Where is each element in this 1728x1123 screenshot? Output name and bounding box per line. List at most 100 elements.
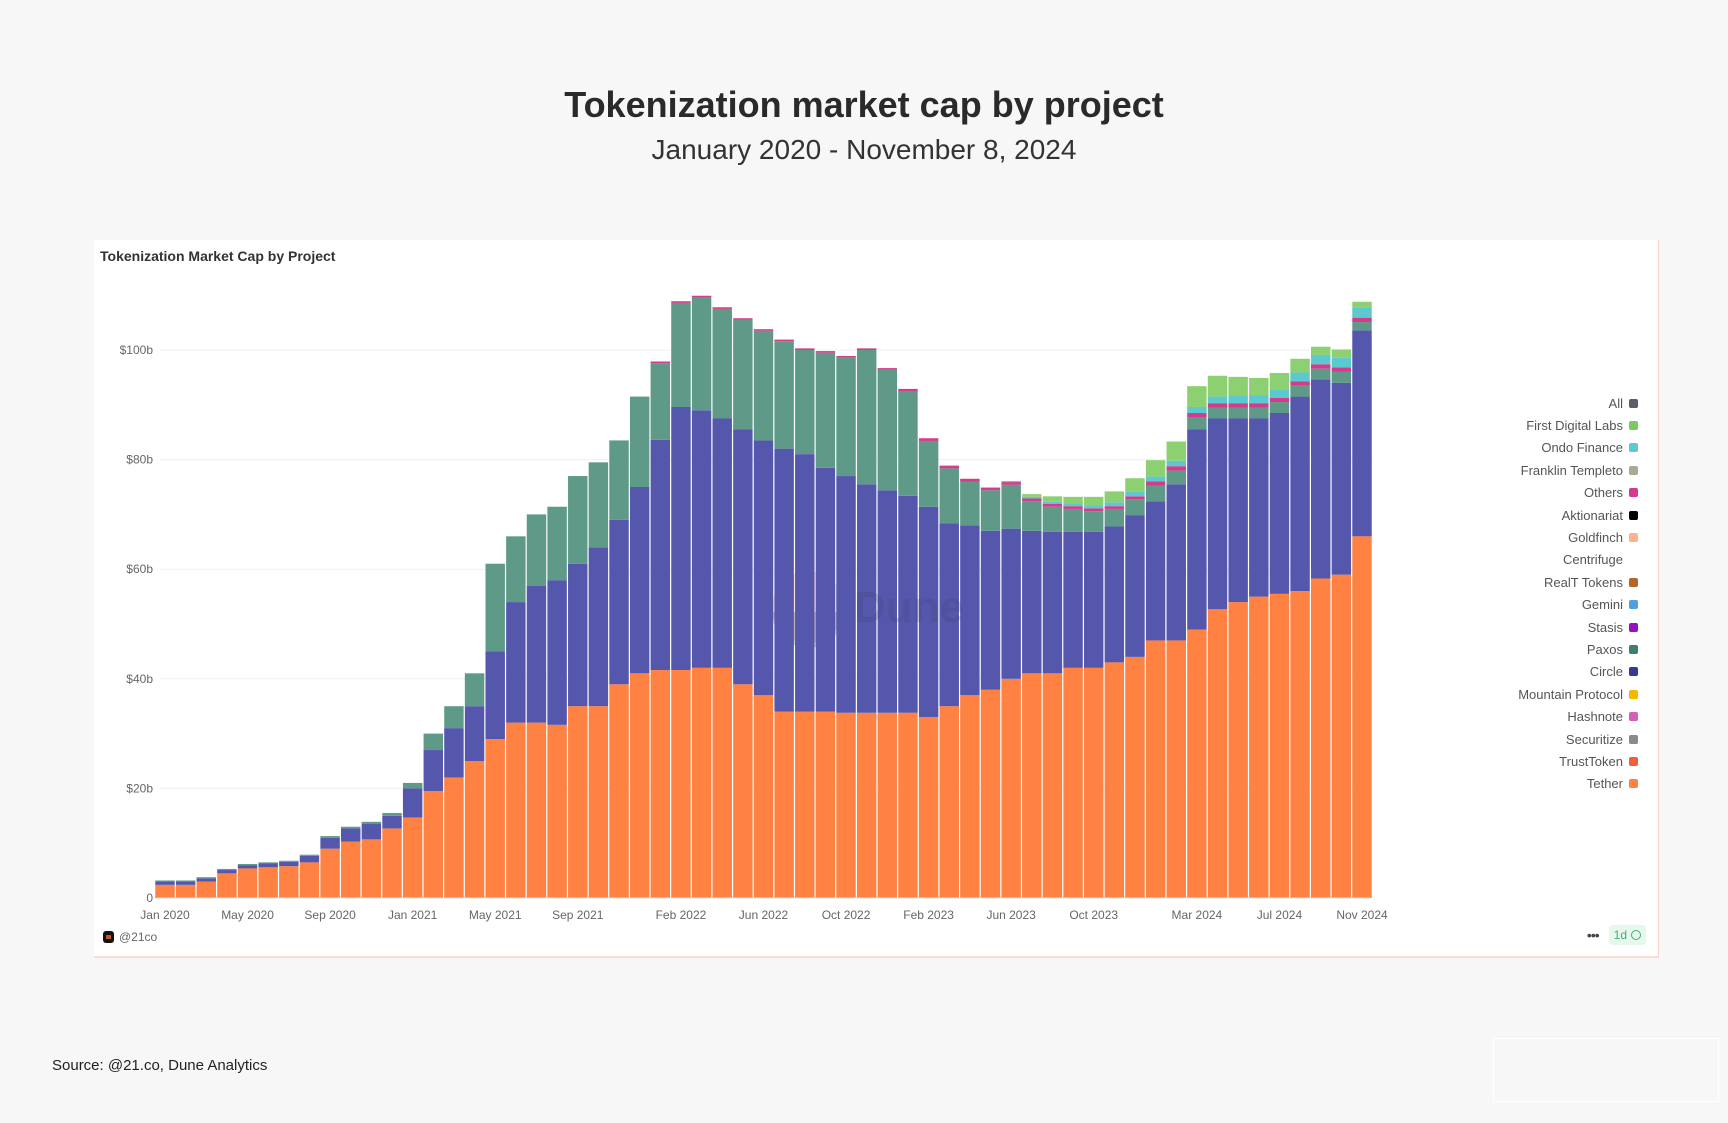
chart-card-title: Tokenization Market Cap by Project [100, 248, 336, 264]
legend-item[interactable]: All [1418, 392, 1638, 414]
bar-circle [402, 788, 423, 818]
legend-item[interactable]: Hashnote [1418, 705, 1638, 727]
legend-item[interactable]: Securitize [1418, 728, 1638, 750]
bar-circle [299, 855, 320, 863]
y-tick-label: $100b [120, 343, 154, 357]
bar-circle [609, 519, 629, 685]
bar-others [1269, 397, 1290, 403]
x-tick-label: Nov 2024 [1336, 908, 1388, 922]
x-tick-label: Jun 2023 [986, 908, 1036, 922]
bar-paxos [444, 706, 464, 729]
legend-swatch [1629, 555, 1638, 564]
legend-item[interactable]: First Digital Labs [1418, 414, 1638, 436]
bar-paxos [568, 476, 588, 564]
bar-ondo-finance [1145, 476, 1166, 482]
legend-item[interactable]: Gemini [1418, 594, 1638, 616]
legend-item[interactable]: Goldfinch [1418, 526, 1638, 548]
author-link[interactable]: @21co [103, 930, 157, 944]
bar-circle [547, 580, 567, 725]
bar-tether [918, 717, 939, 898]
bar-tether [568, 706, 588, 898]
bar-circle [382, 815, 402, 829]
legend-item[interactable]: Centrifuge [1418, 549, 1638, 571]
bar-paxos [1166, 470, 1186, 485]
bar-tether [341, 841, 361, 898]
legend-item[interactable]: Circle [1418, 661, 1638, 683]
legend-item[interactable]: Tether [1418, 773, 1638, 795]
bar-others [712, 307, 732, 309]
bar-circle [733, 429, 753, 685]
legend-label: Others [1583, 485, 1623, 501]
bar-paxos [898, 391, 918, 496]
bar-circle [795, 454, 815, 712]
bar-circle [671, 406, 691, 671]
legend-item[interactable]: TrustToken [1418, 750, 1638, 772]
bar-others [795, 348, 815, 350]
bar-tether [485, 739, 505, 898]
legend-item[interactable]: Mountain Protocol [1418, 683, 1638, 705]
bar-tether [1145, 640, 1166, 898]
legend-swatch [1629, 443, 1638, 453]
legend-swatch [1629, 712, 1638, 722]
bar-circle [279, 861, 299, 867]
x-tick-label: Feb 2023 [903, 908, 954, 922]
legend-item[interactable]: Others [1418, 482, 1638, 504]
bar-paxos [1145, 485, 1166, 502]
legend-swatch [1629, 689, 1638, 699]
bar-others [1207, 403, 1228, 408]
y-tick-label: $20b [126, 781, 153, 795]
bar-circle [258, 863, 278, 868]
bar-paxos [175, 880, 196, 882]
legend-label: Centrifuge [1563, 552, 1623, 568]
bar-tether [836, 712, 856, 898]
bar-paxos [609, 440, 629, 520]
bar-ondo-finance [1063, 503, 1083, 507]
bar-circle [836, 476, 856, 713]
bar-paxos [258, 862, 278, 864]
bar-ondo-finance [1290, 372, 1310, 382]
bar-tether [1207, 609, 1228, 898]
bar-paxos [650, 363, 671, 440]
bar-tether [877, 712, 898, 898]
bar-paxos [1290, 385, 1310, 397]
bar-tether [1269, 593, 1290, 898]
bar-ondo-finance [1249, 395, 1269, 404]
legend-label: Mountain Protocol [1518, 686, 1623, 702]
bar-circle [815, 467, 836, 712]
x-tick-label: Jan 2020 [140, 908, 190, 922]
bar-paxos [1022, 501, 1042, 531]
bar-others [1352, 317, 1372, 323]
bar-tether [1228, 602, 1248, 898]
refresh-badge[interactable]: 1d [1608, 925, 1646, 945]
x-tick-label: Mar 2024 [1172, 908, 1223, 922]
bar-tether [258, 867, 278, 898]
legend-item[interactable]: RealT Tokens [1418, 571, 1638, 593]
bar-others [650, 361, 671, 364]
bar-others [980, 487, 1001, 491]
bar-paxos [836, 357, 856, 477]
bar-others [856, 348, 877, 350]
bar-paxos [402, 782, 423, 789]
bar-paxos [588, 462, 609, 548]
bar-others [1249, 403, 1269, 408]
legend-item[interactable]: Ondo Finance [1418, 437, 1638, 459]
more-options-button[interactable]: ••• [1586, 927, 1600, 943]
bar-paxos [464, 673, 485, 707]
legend-item[interactable]: Paxos [1418, 638, 1638, 660]
legend-swatch [1629, 533, 1638, 543]
bar-first-digital-labs [1166, 441, 1186, 461]
bar-tether [175, 884, 196, 898]
bar-circle [1290, 396, 1310, 592]
bar-paxos [547, 506, 567, 581]
bar-paxos [1104, 508, 1125, 527]
bar-circle [1207, 418, 1228, 610]
legend-item[interactable]: Stasis [1418, 616, 1638, 638]
bar-circle [1331, 382, 1352, 575]
bar-ondo-finance [1187, 406, 1207, 414]
legend-item[interactable]: Aktionariat [1418, 504, 1638, 526]
legend-item[interactable]: Franklin Templeto [1418, 459, 1638, 481]
bar-ondo-finance [1001, 480, 1021, 483]
bar-circle [1145, 501, 1166, 641]
bar-ondo-finance [1104, 502, 1125, 507]
bar-circle [1249, 418, 1269, 597]
